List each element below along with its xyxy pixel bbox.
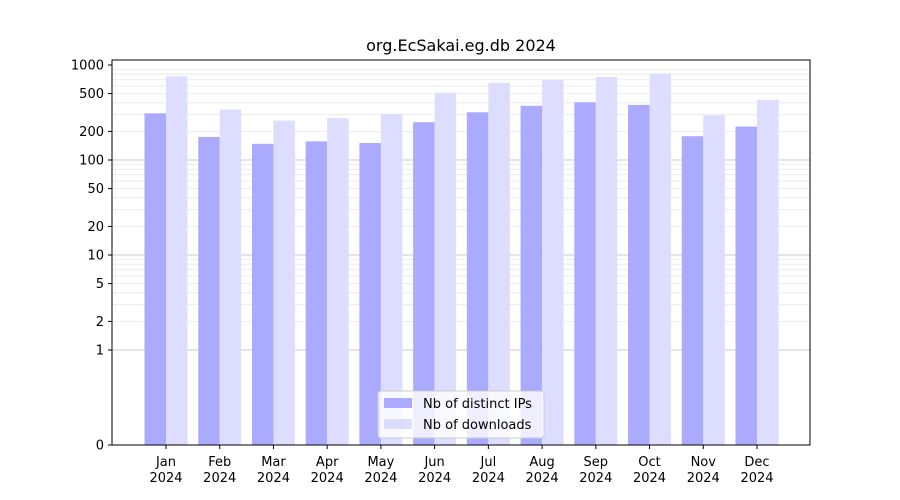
y-tick-label: 5 xyxy=(96,277,104,292)
bar-downloads xyxy=(488,82,510,446)
x-tick-label-year: 2024 xyxy=(364,471,397,486)
y-tick-label: 200 xyxy=(79,125,104,140)
bar-distinct-ips xyxy=(520,105,543,445)
x-tick-label-month: Jun xyxy=(423,455,444,470)
x-tick-label-year: 2024 xyxy=(311,471,344,486)
legend: Nb of distinct IPs Nb of downloads xyxy=(377,390,545,439)
y-tick-label: 50 xyxy=(87,182,104,197)
x-tick-label-month: Mar xyxy=(261,455,286,470)
bar-downloads xyxy=(327,118,349,445)
y-tick-label: 1 xyxy=(96,344,104,359)
bar-distinct-ips xyxy=(628,104,650,445)
x-tick-label-month: Dec xyxy=(744,455,769,470)
bar-distinct-ips xyxy=(413,122,435,445)
x-tick-label-month: Feb xyxy=(208,455,231,470)
legend-label: Nb of downloads xyxy=(423,418,532,433)
legend-swatch xyxy=(384,419,412,429)
x-tick-label-year: 2024 xyxy=(687,471,720,486)
x-tick-label-year: 2024 xyxy=(633,471,666,486)
x-tick-label-month: Sep xyxy=(584,455,609,470)
y-tick-label: 20 xyxy=(87,220,104,235)
bar-distinct-ips xyxy=(198,136,220,446)
x-tick-label-month: May xyxy=(367,455,394,470)
bar-downloads xyxy=(703,115,725,445)
bar-distinct-ips xyxy=(359,142,381,445)
x-axis: Jan2024Feb2024Mar2024Apr2024May2024Jun20… xyxy=(149,445,774,486)
legend-swatch xyxy=(384,398,412,408)
y-tick-label: 2 xyxy=(96,315,104,330)
chart-title: org.EcSakai.eg.db 2024 xyxy=(366,36,556,55)
bar-distinct-ips xyxy=(681,136,704,446)
bar-distinct-ips xyxy=(735,126,757,445)
bar-downloads xyxy=(380,113,403,445)
y-axis: 0 1 2 5 10 20 50 100 200 500 1000 xyxy=(71,59,112,454)
y-tick-label: 500 xyxy=(79,87,104,102)
x-tick-label-year: 2024 xyxy=(418,471,451,486)
bar-downloads xyxy=(434,92,457,446)
bar-downloads xyxy=(542,79,564,445)
x-tick-label-year: 2024 xyxy=(579,471,612,486)
legend-label: Nb of distinct IPs xyxy=(423,397,532,412)
x-tick-label-year: 2024 xyxy=(149,471,182,486)
x-tick-label-month: Apr xyxy=(316,455,339,470)
x-tick-label-year: 2024 xyxy=(257,471,290,486)
y-tick-label: 1000 xyxy=(71,59,104,74)
bar-downloads xyxy=(595,76,618,446)
bar-distinct-ips xyxy=(144,113,166,445)
bar-distinct-ips xyxy=(305,141,328,445)
x-tick-label-month: Jan xyxy=(155,455,176,470)
x-tick-label-month: Oct xyxy=(638,455,660,470)
y-tick-label: 0 xyxy=(96,439,104,454)
x-tick-label-month: Jul xyxy=(480,455,497,470)
x-tick-label-year: 2024 xyxy=(740,471,773,486)
bar-distinct-ips xyxy=(466,112,489,446)
bar-distinct-ips xyxy=(574,102,596,445)
plot-frame xyxy=(111,59,811,446)
bars xyxy=(144,73,779,446)
bar-downloads xyxy=(273,120,295,446)
x-tick-label-year: 2024 xyxy=(203,471,236,486)
bar-downloads xyxy=(166,76,188,446)
x-tick-label-month: Nov xyxy=(691,455,717,470)
bar-distinct-ips xyxy=(251,143,274,445)
y-tick-label: 100 xyxy=(79,154,104,169)
x-tick-label-month: Aug xyxy=(529,455,554,470)
bar-downloads xyxy=(219,109,242,445)
x-tick-label-year: 2024 xyxy=(472,471,505,486)
legend-box xyxy=(377,390,545,439)
x-tick-label-year: 2024 xyxy=(526,471,559,486)
y-tick-label: 10 xyxy=(87,249,104,264)
bar-downloads xyxy=(757,99,779,445)
bar-downloads xyxy=(649,73,672,446)
